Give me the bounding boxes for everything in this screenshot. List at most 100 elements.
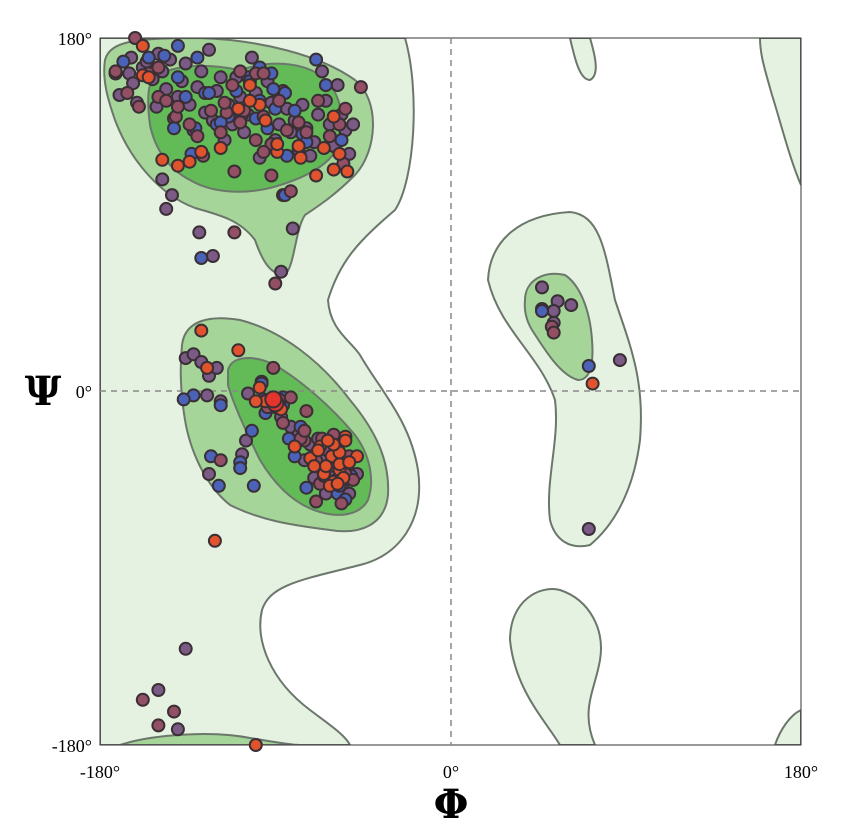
data-point-orange-14 — [340, 164, 355, 179]
data-point-maroon-66 — [297, 423, 312, 438]
data-point-purple-101 — [170, 722, 185, 737]
data-point-blue-25 — [176, 392, 191, 407]
data-point-orange-23 — [287, 439, 302, 454]
data-point-maroon-31 — [190, 129, 205, 144]
data-point-blue-49 — [244, 423, 259, 438]
data-point-maroon-33 — [151, 60, 166, 75]
data-point-blue-5 — [178, 89, 193, 104]
data-point-orange-8 — [293, 150, 308, 165]
data-point-blue-6 — [190, 50, 205, 65]
region-general-top-right — [568, 38, 597, 82]
data-point-blue-1 — [116, 54, 131, 69]
data-point-purple-110 — [581, 522, 596, 536]
data-point-purple-16 — [178, 56, 193, 71]
data-point-maroon-6 — [159, 93, 174, 108]
data-point-orange-36 — [207, 533, 222, 548]
data-point-orange-52 — [242, 93, 257, 108]
data-point-maroon-8 — [182, 117, 197, 132]
data-point-orange-4 — [242, 78, 257, 93]
data-point-purple-20 — [194, 64, 209, 79]
data-point-orange-43 — [338, 433, 353, 448]
data-point-purple-61 — [165, 188, 179, 203]
data-point-orange-48 — [330, 476, 345, 491]
data-point-maroon-47 — [334, 496, 349, 511]
data-point-maroon-55 — [283, 390, 298, 405]
data-point-maroon-14 — [248, 133, 263, 148]
y-tick-label-zero: 0° — [76, 382, 92, 402]
data-point-maroon-60 — [108, 64, 123, 79]
data-point-purple-60 — [155, 172, 170, 187]
data-point-maroon-10 — [204, 103, 218, 118]
data-point-orange-18 — [213, 141, 228, 155]
data-point-maroon-19 — [291, 115, 306, 130]
data-point-orange-53 — [270, 137, 285, 152]
data-point-maroon-38 — [213, 453, 228, 468]
data-point-maroon-35 — [264, 168, 279, 183]
data-point-maroon-67 — [151, 718, 166, 733]
data-point-blue-22 — [334, 133, 349, 148]
data-point-orange-20 — [194, 323, 209, 338]
data-point-maroon-2 — [120, 86, 135, 100]
data-point-blue-51 — [202, 86, 216, 100]
data-point-orange-13 — [332, 146, 347, 161]
data-point-maroon-41 — [256, 144, 271, 159]
data-point-purple-62 — [159, 201, 174, 216]
data-point-maroon-37 — [227, 225, 242, 240]
data-point-purple-109 — [612, 353, 627, 368]
data-point-orange-3 — [231, 101, 246, 116]
data-point-purple-25 — [213, 70, 228, 85]
data-point-maroon-61 — [268, 276, 283, 291]
data-point-maroon-24 — [338, 101, 353, 116]
region-general-bottom-right — [508, 588, 602, 745]
data-point-maroon-21 — [311, 93, 326, 108]
region-general-bottom-corner — [773, 708, 801, 745]
data-point-purple-98 — [202, 467, 216, 481]
data-point-purple-33 — [244, 50, 259, 65]
data-point-maroon-20 — [299, 125, 314, 140]
data-point-red-1 — [264, 390, 283, 409]
data-point-blue-27 — [213, 398, 228, 413]
data-point-purple-59 — [346, 117, 361, 132]
data-point-orange-22 — [200, 360, 215, 375]
data-point-orange-41 — [248, 394, 263, 409]
data-point-blue-21 — [318, 78, 333, 93]
data-point-maroon-25 — [353, 80, 368, 95]
data-point-purple-100 — [151, 683, 166, 697]
x-tick-label-left: -180° — [80, 762, 120, 782]
data-point-blue-26 — [194, 251, 209, 265]
data-point-orange-21 — [231, 343, 246, 358]
data-point-maroon-69 — [167, 704, 181, 719]
data-point-maroon-48 — [309, 494, 324, 509]
data-point-orange-34 — [311, 443, 326, 458]
data-point-maroon-39 — [217, 95, 232, 110]
data-point-blue-4 — [170, 70, 185, 85]
data-point-purple-64 — [205, 249, 220, 263]
data-point-orange-7 — [291, 139, 306, 153]
data-point-purple-105 — [564, 298, 579, 313]
data-point-blue-42 — [246, 478, 261, 493]
data-point-blue-2 — [141, 50, 156, 65]
data-point-blue-61 — [581, 359, 596, 373]
data-point-maroon-36 — [283, 184, 298, 199]
data-point-maroon-59 — [276, 415, 290, 430]
data-point-orange-49 — [307, 459, 322, 474]
data-point-blue-55 — [266, 82, 281, 97]
data-point-purple-99 — [178, 641, 193, 656]
data-point-purple-51 — [315, 64, 329, 79]
data-point-maroon-12 — [225, 78, 240, 93]
data-point-maroon-28 — [233, 64, 248, 79]
data-point-purple-65 — [274, 264, 289, 279]
data-point-maroon-65 — [546, 325, 561, 340]
data-point-purple-108 — [546, 304, 561, 318]
data-point-blue-62 — [535, 304, 549, 318]
y-tick-label-top: 180° — [58, 29, 92, 49]
data-point-blue-63 — [170, 38, 185, 53]
data-point-blue-3 — [157, 48, 172, 63]
y-tick-label-bottom: -180° — [52, 736, 92, 756]
data-point-orange-11 — [326, 109, 341, 124]
data-point-purple-73 — [200, 388, 215, 403]
data-point-purple-103 — [535, 280, 549, 295]
data-point-purple-22 — [202, 42, 216, 57]
data-point-maroon-68 — [135, 692, 150, 707]
